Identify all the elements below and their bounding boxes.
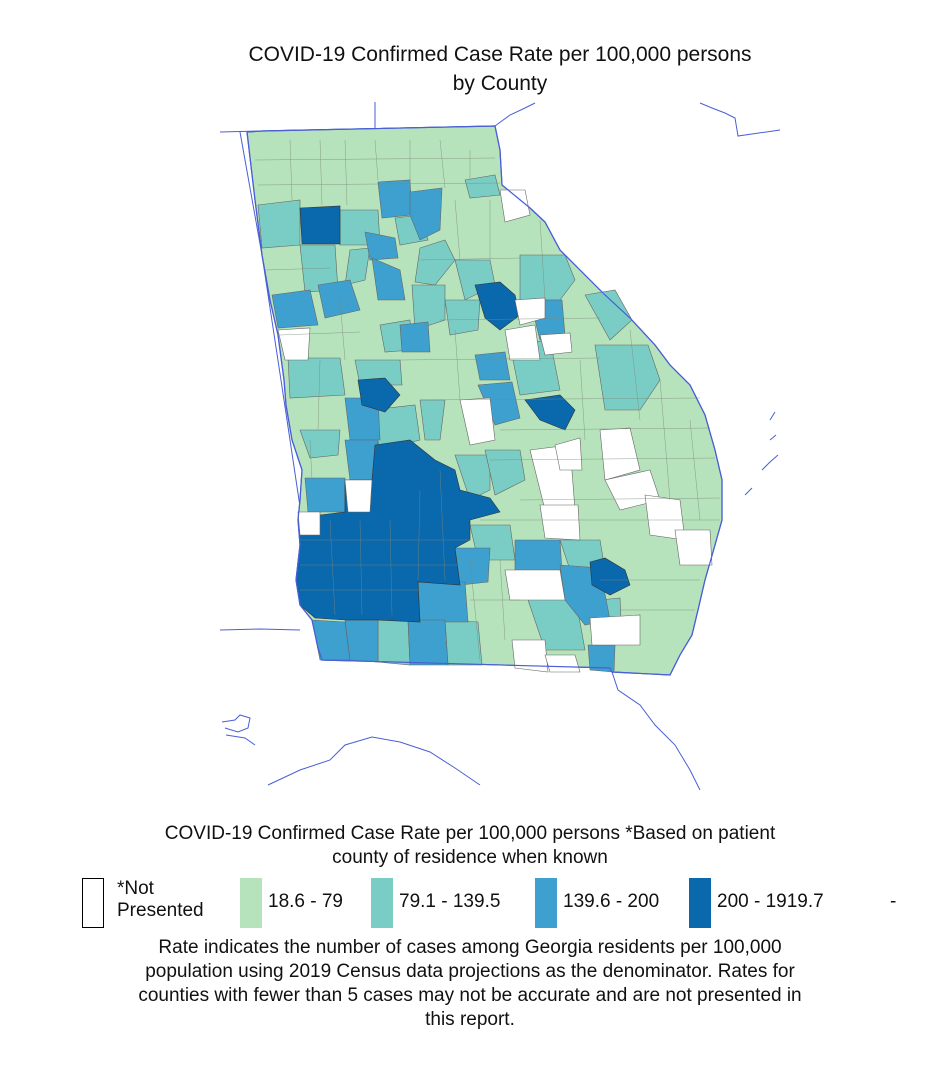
note-line-1: Rate indicates the number of cases among… [158,937,782,958]
note-line-2: population using 2019 Census data projec… [145,961,795,982]
legend-title-line-1: COVID-19 Confirmed Case Rate per 100,000… [164,823,776,844]
legend-swatch-not-presented [82,878,104,928]
legend: *Not Presented 18.6 - 79 79.1 - 139.5 13… [0,876,938,932]
legend-trailing-dash: - [890,891,897,912]
legend-swatch-139-200 [535,878,557,928]
legend-label-not-presented: *Not Presented [117,878,204,922]
legend-label-18-79: 18.6 - 79 [268,891,343,912]
legend-swatch-200-1919 [689,878,711,928]
legend-label-not-presented-line-2: Presented [117,900,204,921]
map-title-line-1: COVID-19 Confirmed Case Rate per 100,000… [248,43,752,66]
legend-label-79-139: 79.1 - 139.5 [399,891,501,912]
county-borders [254,139,721,661]
georgia-state-outline [246,125,723,676]
note-line-3: counties with fewer than 5 cases may not… [138,985,802,1006]
georgia-county-map [219,102,781,791]
note-line-4: this report. [425,1009,515,1030]
counties-not-presented [277,189,713,673]
legend-swatch-18-79 [240,878,262,928]
legend-label-139-200: 139.6 - 200 [563,891,660,912]
legend-swatch-79-139 [371,878,393,928]
map-title: COVID-19 Confirmed Case Rate per 100,000… [0,40,938,98]
legend-title: COVID-19 Confirmed Case Rate per 100,000… [90,822,850,870]
legend-label-200-1919: 200 - 1919.7 [717,891,824,912]
counties-139-200 [271,179,616,673]
rate-explanation-note: Rate indicates the number of cases among… [70,936,870,1032]
map-title-line-2: by County [452,72,548,95]
legend-label-not-presented-line-1: *Not [117,878,154,899]
legend-title-line-2: county of residence when known [332,847,608,868]
